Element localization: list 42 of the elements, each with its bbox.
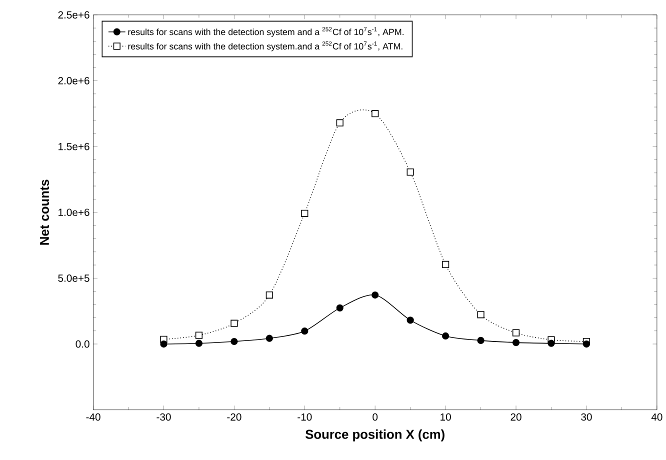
point [406, 316, 414, 324]
point [582, 340, 590, 348]
point [336, 304, 344, 312]
point [195, 340, 203, 347]
point [442, 260, 450, 268]
x-tick-label: 30 [581, 413, 592, 420]
x-axis-title: Source position X (cm) [306, 429, 444, 442]
point [266, 291, 273, 298]
y-axis-title: Net counts [40, 179, 49, 244]
point [512, 338, 520, 346]
x-tick-label: -10 [298, 413, 312, 420]
x-tick-label: 10 [440, 413, 451, 420]
point [266, 334, 273, 342]
y-tick-label: 1.0e+6 [58, 208, 90, 216]
point [372, 291, 379, 298]
y-tick-label: 5.0e+5 [58, 274, 90, 282]
x-tick-label: -40 [86, 413, 100, 420]
y-tick-label: 2.5e+6 [58, 10, 90, 18]
x-tick-label: -30 [156, 413, 171, 420]
point [442, 332, 450, 340]
point [477, 310, 484, 318]
point [477, 336, 484, 344]
point [195, 332, 203, 339]
point [301, 327, 308, 334]
legend-label: results for scans with the detection system and a $^{252}$Cf of 10$^{7}$s$^{-1}$, APM. [128, 26, 404, 37]
y-tick-label: 2.0e+6 [58, 76, 90, 84]
point [230, 338, 238, 345]
x-tick-label: 40 [651, 413, 662, 420]
x-tick-label: 20 [510, 413, 522, 420]
point [301, 210, 308, 217]
point [406, 168, 414, 176]
point [548, 340, 555, 347]
point [160, 340, 168, 348]
y-tick-label: 1.5e+6 [58, 142, 90, 150]
x-tick-label: -20 [227, 413, 242, 420]
y-tick-label: 0.0 [76, 340, 90, 348]
point [512, 329, 520, 336]
x-tick-label: 0 [372, 413, 378, 420]
point [336, 119, 344, 126]
legend-label: results for scans with the detection system.and a $^{252}$Cf of 10$^{7}$s$^{-1}$, ATM. [128, 41, 402, 52]
point [372, 110, 379, 117]
point [230, 320, 238, 327]
